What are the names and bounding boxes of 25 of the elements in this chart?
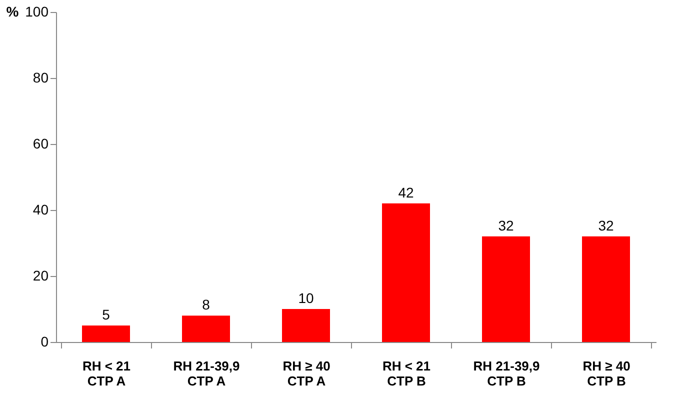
y-tick-label: 100: [25, 4, 49, 20]
y-tick-label: 60: [32, 136, 49, 152]
data-label: 5: [102, 306, 110, 322]
x-tick-label: RH 21-39,9 CTP A: [173, 358, 240, 388]
x-tick-label: RH 21-39,9 CTP B: [473, 358, 540, 388]
data-label: 42: [398, 184, 414, 200]
y-tick-label: 80: [32, 70, 49, 86]
data-label: 10: [298, 290, 314, 306]
x-tick-label: RH ≥ 40 CTP B: [582, 358, 630, 388]
data-label: 32: [498, 217, 514, 234]
data-label: 8: [202, 296, 210, 313]
bar: [582, 236, 630, 342]
bar: [282, 309, 330, 342]
bar: [382, 203, 430, 342]
bar: [182, 316, 230, 342]
x-tick-label: RH ≥ 40 CTP A: [282, 358, 330, 388]
data-label: 32: [598, 217, 614, 234]
y-axis-title: %: [6, 4, 20, 20]
y-tick-label: 0: [40, 334, 49, 350]
bar: [482, 236, 530, 342]
x-tick-label: RH < 21 CTP B: [382, 358, 431, 388]
y-tick-label: 20: [32, 268, 49, 284]
x-tick-label: RH < 21 CTP A: [82, 358, 131, 388]
y-tick-label: 40: [32, 202, 49, 218]
bar: [82, 326, 130, 342]
